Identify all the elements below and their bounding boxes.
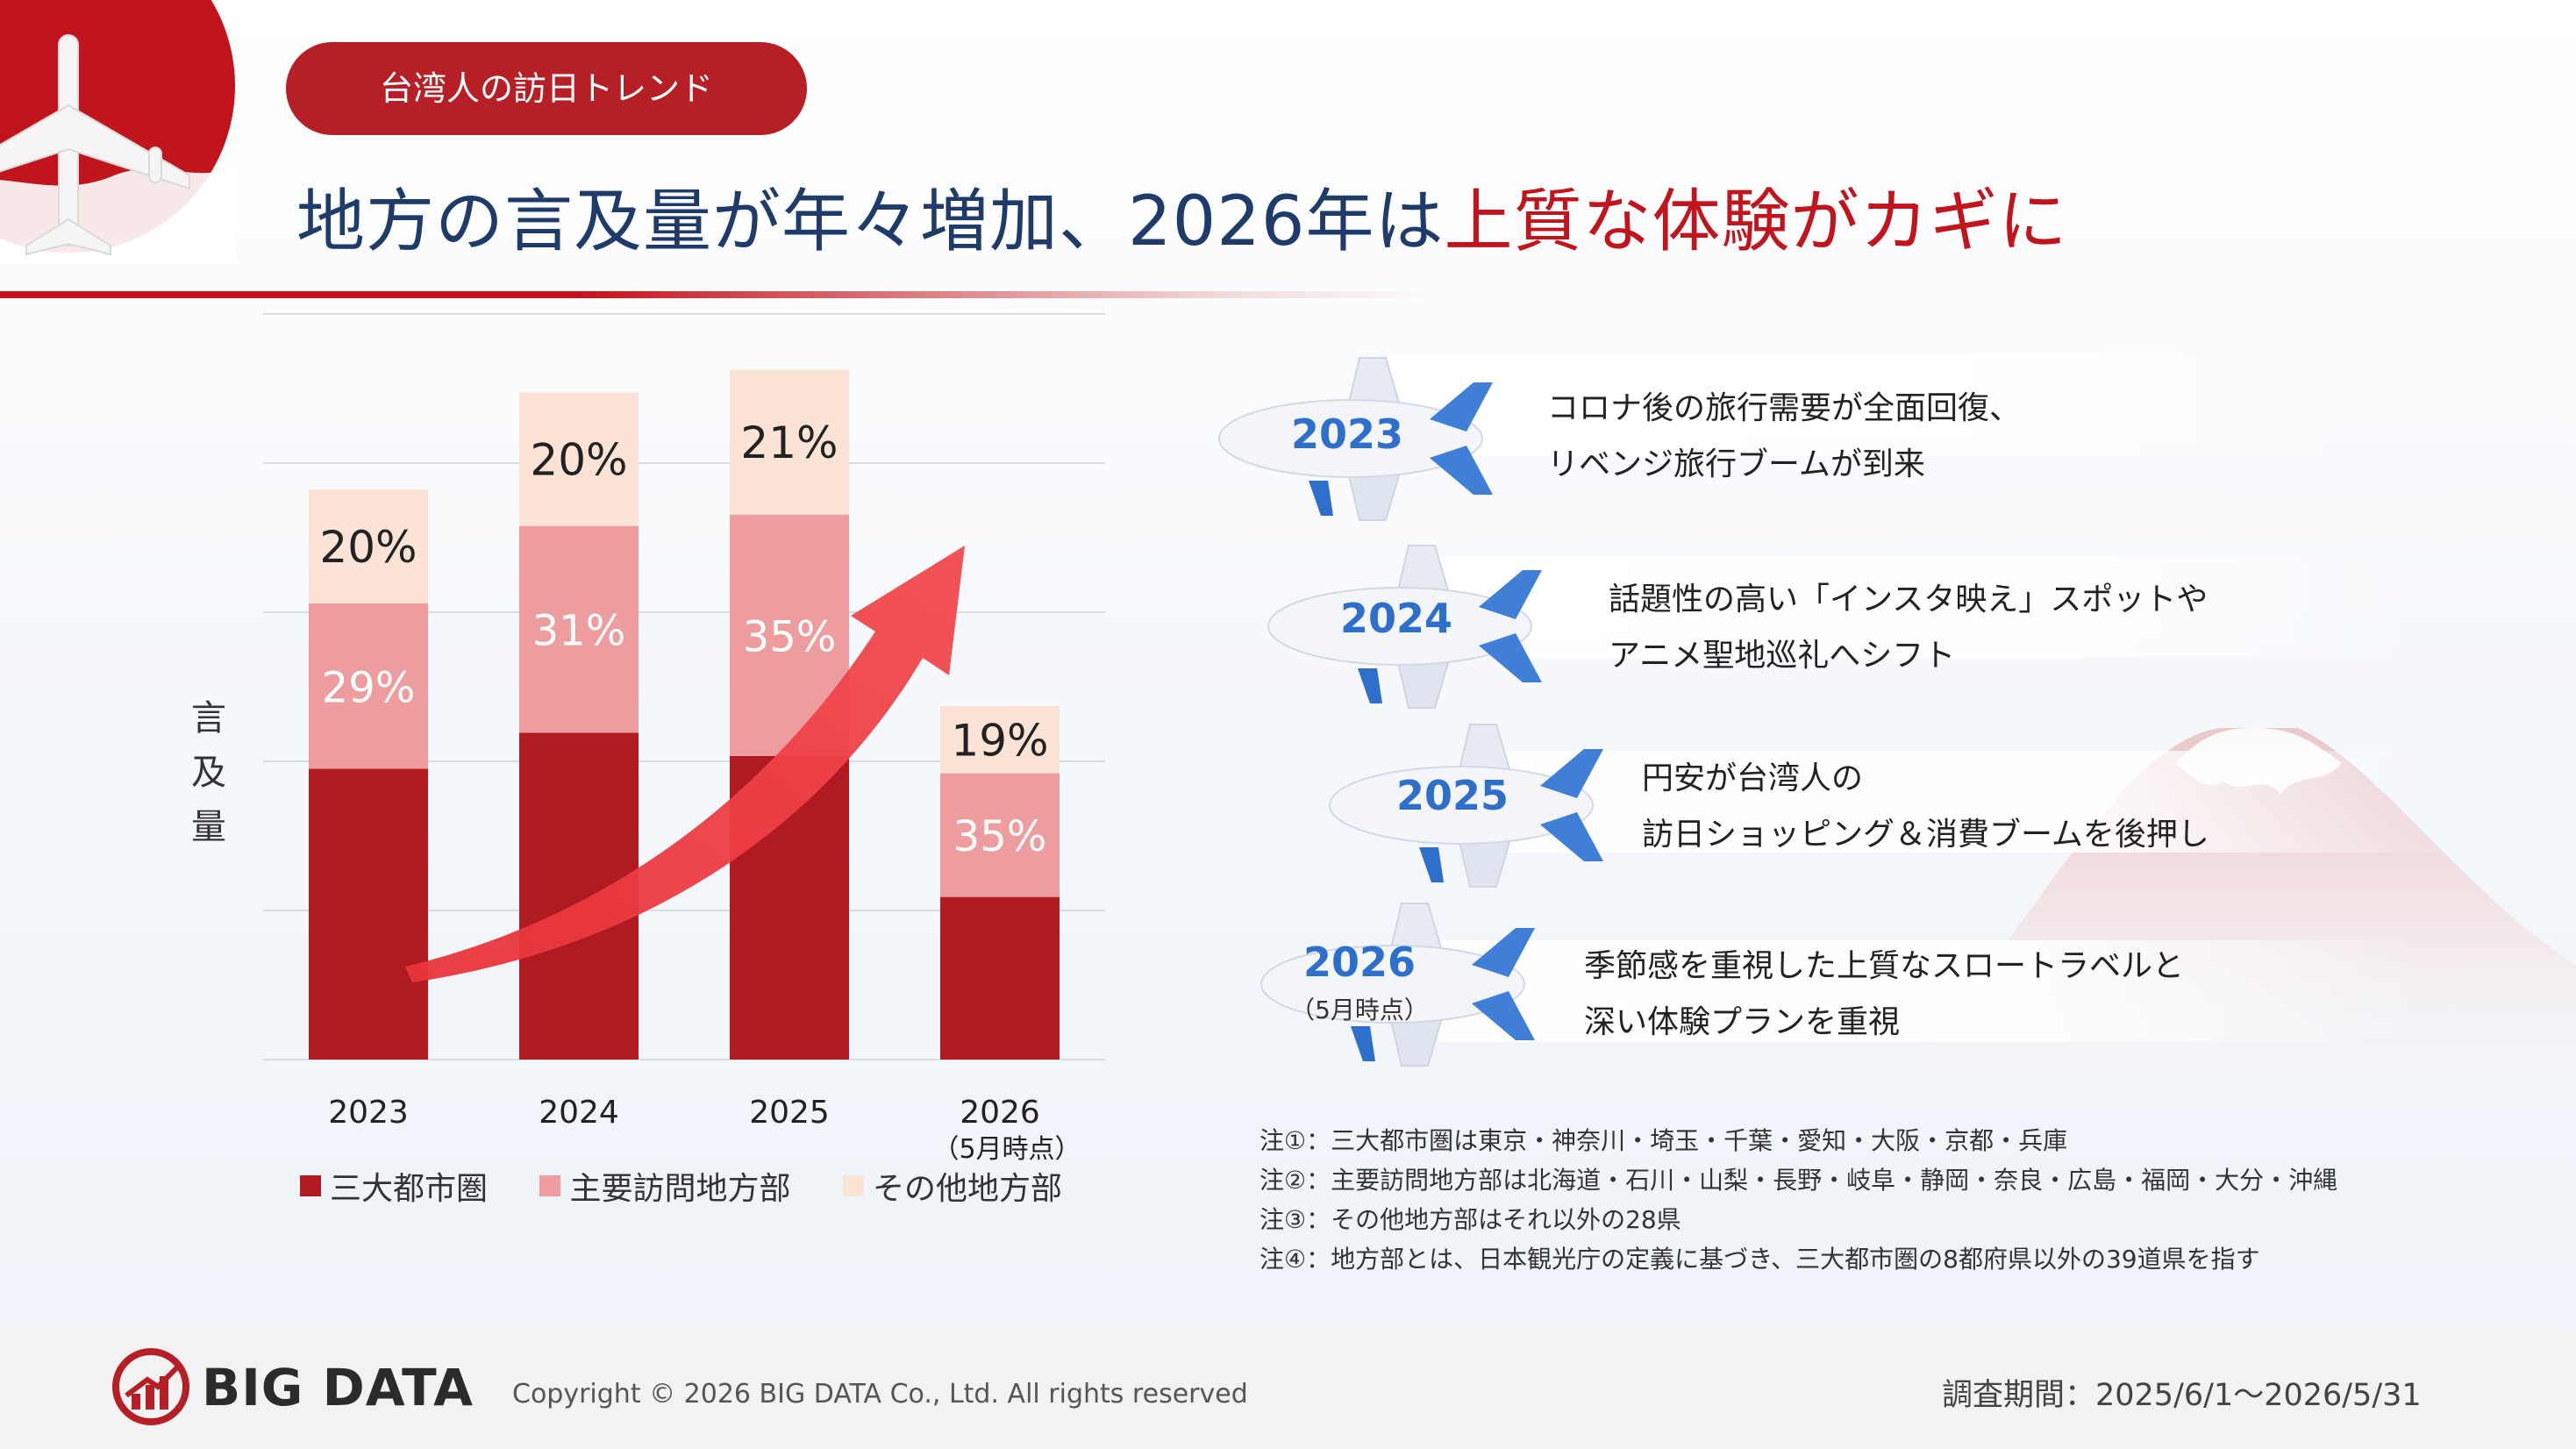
timeline-year-2026: 2026 bbox=[1302, 939, 1416, 986]
bar-segment-2026-0 bbox=[940, 896, 1060, 1060]
legend-label-other: その他地方部 bbox=[872, 1171, 1062, 1207]
survey-period: 調査期間：2025/6/1～2026/5/31 bbox=[1942, 1378, 2422, 1413]
timeline-line: 深い体験プランを重視 bbox=[1584, 1004, 1901, 1040]
timeline-band-2023 bbox=[1386, 354, 2368, 456]
stacked-bar-chart: 29% 20% 2023 31% 20% 2024 35% 21% 2025 35% 19% 2026… bbox=[263, 313, 1105, 1165]
chart-legend: 三大都市圏 主要訪問地方部 その他地方部 bbox=[300, 1163, 1104, 1209]
y-axis-label: 言及量 bbox=[191, 698, 226, 847]
bar-segment-2024-1 bbox=[519, 525, 639, 733]
title-main: 地方の言及量が年々増加、2026年は bbox=[296, 182, 1445, 261]
airplane-icon bbox=[1329, 724, 1603, 888]
timeline-band-2024 bbox=[1438, 556, 2421, 658]
footnote: 注①：三大都市圏は東京・神奈川・埼玉・千葉・愛知・大阪・京都・兵庫 bbox=[1259, 1126, 2068, 1155]
timeline-line: アニメ聖地巡礼へシフト bbox=[1609, 638, 1956, 674]
big-data-logo-icon bbox=[112, 1348, 189, 1425]
copyright-text: Copyright © 2026 BIG DATA Co., Ltd. All … bbox=[512, 1379, 1248, 1410]
bar-segment-2023-1 bbox=[309, 603, 428, 769]
legend-swatch-major bbox=[539, 1175, 561, 1196]
airplane-icon bbox=[1260, 903, 1535, 1067]
data-label-2023-1: 29% bbox=[322, 663, 416, 712]
x-tick-label: 2024 bbox=[539, 1095, 619, 1131]
timeline-text-2023: コロナ後の旅行需要が全面回復、 リベンジ旅行ブームが到来 bbox=[1547, 381, 2021, 493]
footnote: 注③：その他地方部はそれ以外の28県 bbox=[1259, 1205, 1681, 1234]
bar-segment-2026-2 bbox=[940, 706, 1060, 774]
footnotes: 注①：三大都市圏は東京・神奈川・埼玉・千葉・愛知・大阪・京都・兵庫 注②：主要訪… bbox=[1259, 1121, 2337, 1279]
x-tick-label: 2026 bbox=[960, 1095, 1040, 1131]
footnote: 注②：主要訪問地方部は北海道・石川・山梨・長野・岐阜・静岡・奈良・広島・福岡・大… bbox=[1259, 1166, 2338, 1195]
section-tag: 台湾人の訪日トレンド bbox=[286, 42, 807, 135]
legend-item-main: 三大都市圏 bbox=[300, 1163, 488, 1209]
data-label-2026-1: 35% bbox=[953, 812, 1047, 861]
timeline-year-2024: 2024 bbox=[1339, 595, 1453, 642]
footer-bar bbox=[0, 1330, 2576, 1449]
legend-item-major: 主要訪問地方部 bbox=[539, 1163, 790, 1209]
timeline-year-note-2026: （5月時点） bbox=[1290, 996, 1429, 1024]
rising-sun-airplane-decoration bbox=[0, 0, 237, 263]
data-label-2024-1: 31% bbox=[532, 606, 626, 655]
timeline-line: コロナ後の旅行需要が全面回復、 bbox=[1547, 390, 2022, 426]
timeline-year-2025: 2025 bbox=[1395, 772, 1509, 819]
timeline-line: リベンジ旅行ブームが到来 bbox=[1547, 446, 1925, 482]
bar-segment-2025-2 bbox=[730, 369, 849, 515]
legend-swatch-main bbox=[300, 1175, 321, 1196]
x-tick-note: （5月時点） bbox=[932, 1134, 1081, 1165]
legend-item-other: その他地方部 bbox=[842, 1163, 1062, 1209]
timeline-text-2024: 話題性の高い「インスタ映え」スポットや アニメ聖地巡礼へシフト bbox=[1609, 572, 2208, 684]
data-label-2026-2: 19% bbox=[951, 715, 1048, 766]
timeline-text-2026: 季節感を重視した上質なスロートラベルと 深い体験プランを重視 bbox=[1584, 939, 2184, 1051]
timeline-line: 円安が台湾人の bbox=[1642, 760, 1864, 796]
timeline-text-2025: 円安が台湾人の 訪日ショッピング＆消費ブームを後押し bbox=[1642, 751, 2209, 863]
title-underline bbox=[0, 291, 1438, 298]
data-label-2024-2: 20% bbox=[530, 435, 627, 486]
x-tick-label: 2025 bbox=[749, 1095, 830, 1131]
timeline-line: 季節感を重視した上質なスロートラベルと bbox=[1584, 948, 2185, 984]
airplane-icon bbox=[1267, 545, 1542, 709]
legend-label-major: 主要訪問地方部 bbox=[569, 1171, 791, 1207]
bar-segment-2026-1 bbox=[940, 773, 1060, 897]
airplane-icon bbox=[1218, 357, 1493, 521]
timeline-band-2025 bbox=[1491, 751, 2473, 853]
timeline-year-2023: 2023 bbox=[1290, 410, 1404, 458]
title-highlight: 上質な体験がカギに bbox=[1444, 182, 2068, 261]
bar-segment-2024-2 bbox=[519, 392, 639, 526]
data-label-2025-1: 35% bbox=[743, 612, 837, 661]
data-label-2023-2: 20% bbox=[319, 522, 417, 573]
x-tick-label: 2023 bbox=[328, 1095, 409, 1131]
data-label-2025-2: 21% bbox=[740, 418, 838, 468]
timeline-line: 訪日ショッピング＆消費ブームを後押し bbox=[1642, 817, 2209, 853]
legend-label-main: 三大都市圏 bbox=[330, 1171, 489, 1207]
trend-arrow bbox=[405, 546, 965, 982]
footnote: 注④：地方部とは、日本観光庁の定義に基づき、三大都市圏の8都府県以外の39道県を… bbox=[1259, 1245, 2260, 1274]
legend-swatch-other bbox=[842, 1175, 864, 1196]
bar-segment-2023-2 bbox=[309, 489, 428, 603]
big-data-logo-text: BIG DATA bbox=[202, 1358, 475, 1417]
bar-segment-2023-0 bbox=[309, 768, 428, 1060]
timeline-line: 話題性の高い「インスタ映え」スポットや bbox=[1609, 582, 2209, 617]
page-title: 地方の言及量が年々増加、2026年は上質な体験がカギに bbox=[296, 167, 2068, 265]
timeline-band-2026 bbox=[1438, 940, 2421, 1042]
